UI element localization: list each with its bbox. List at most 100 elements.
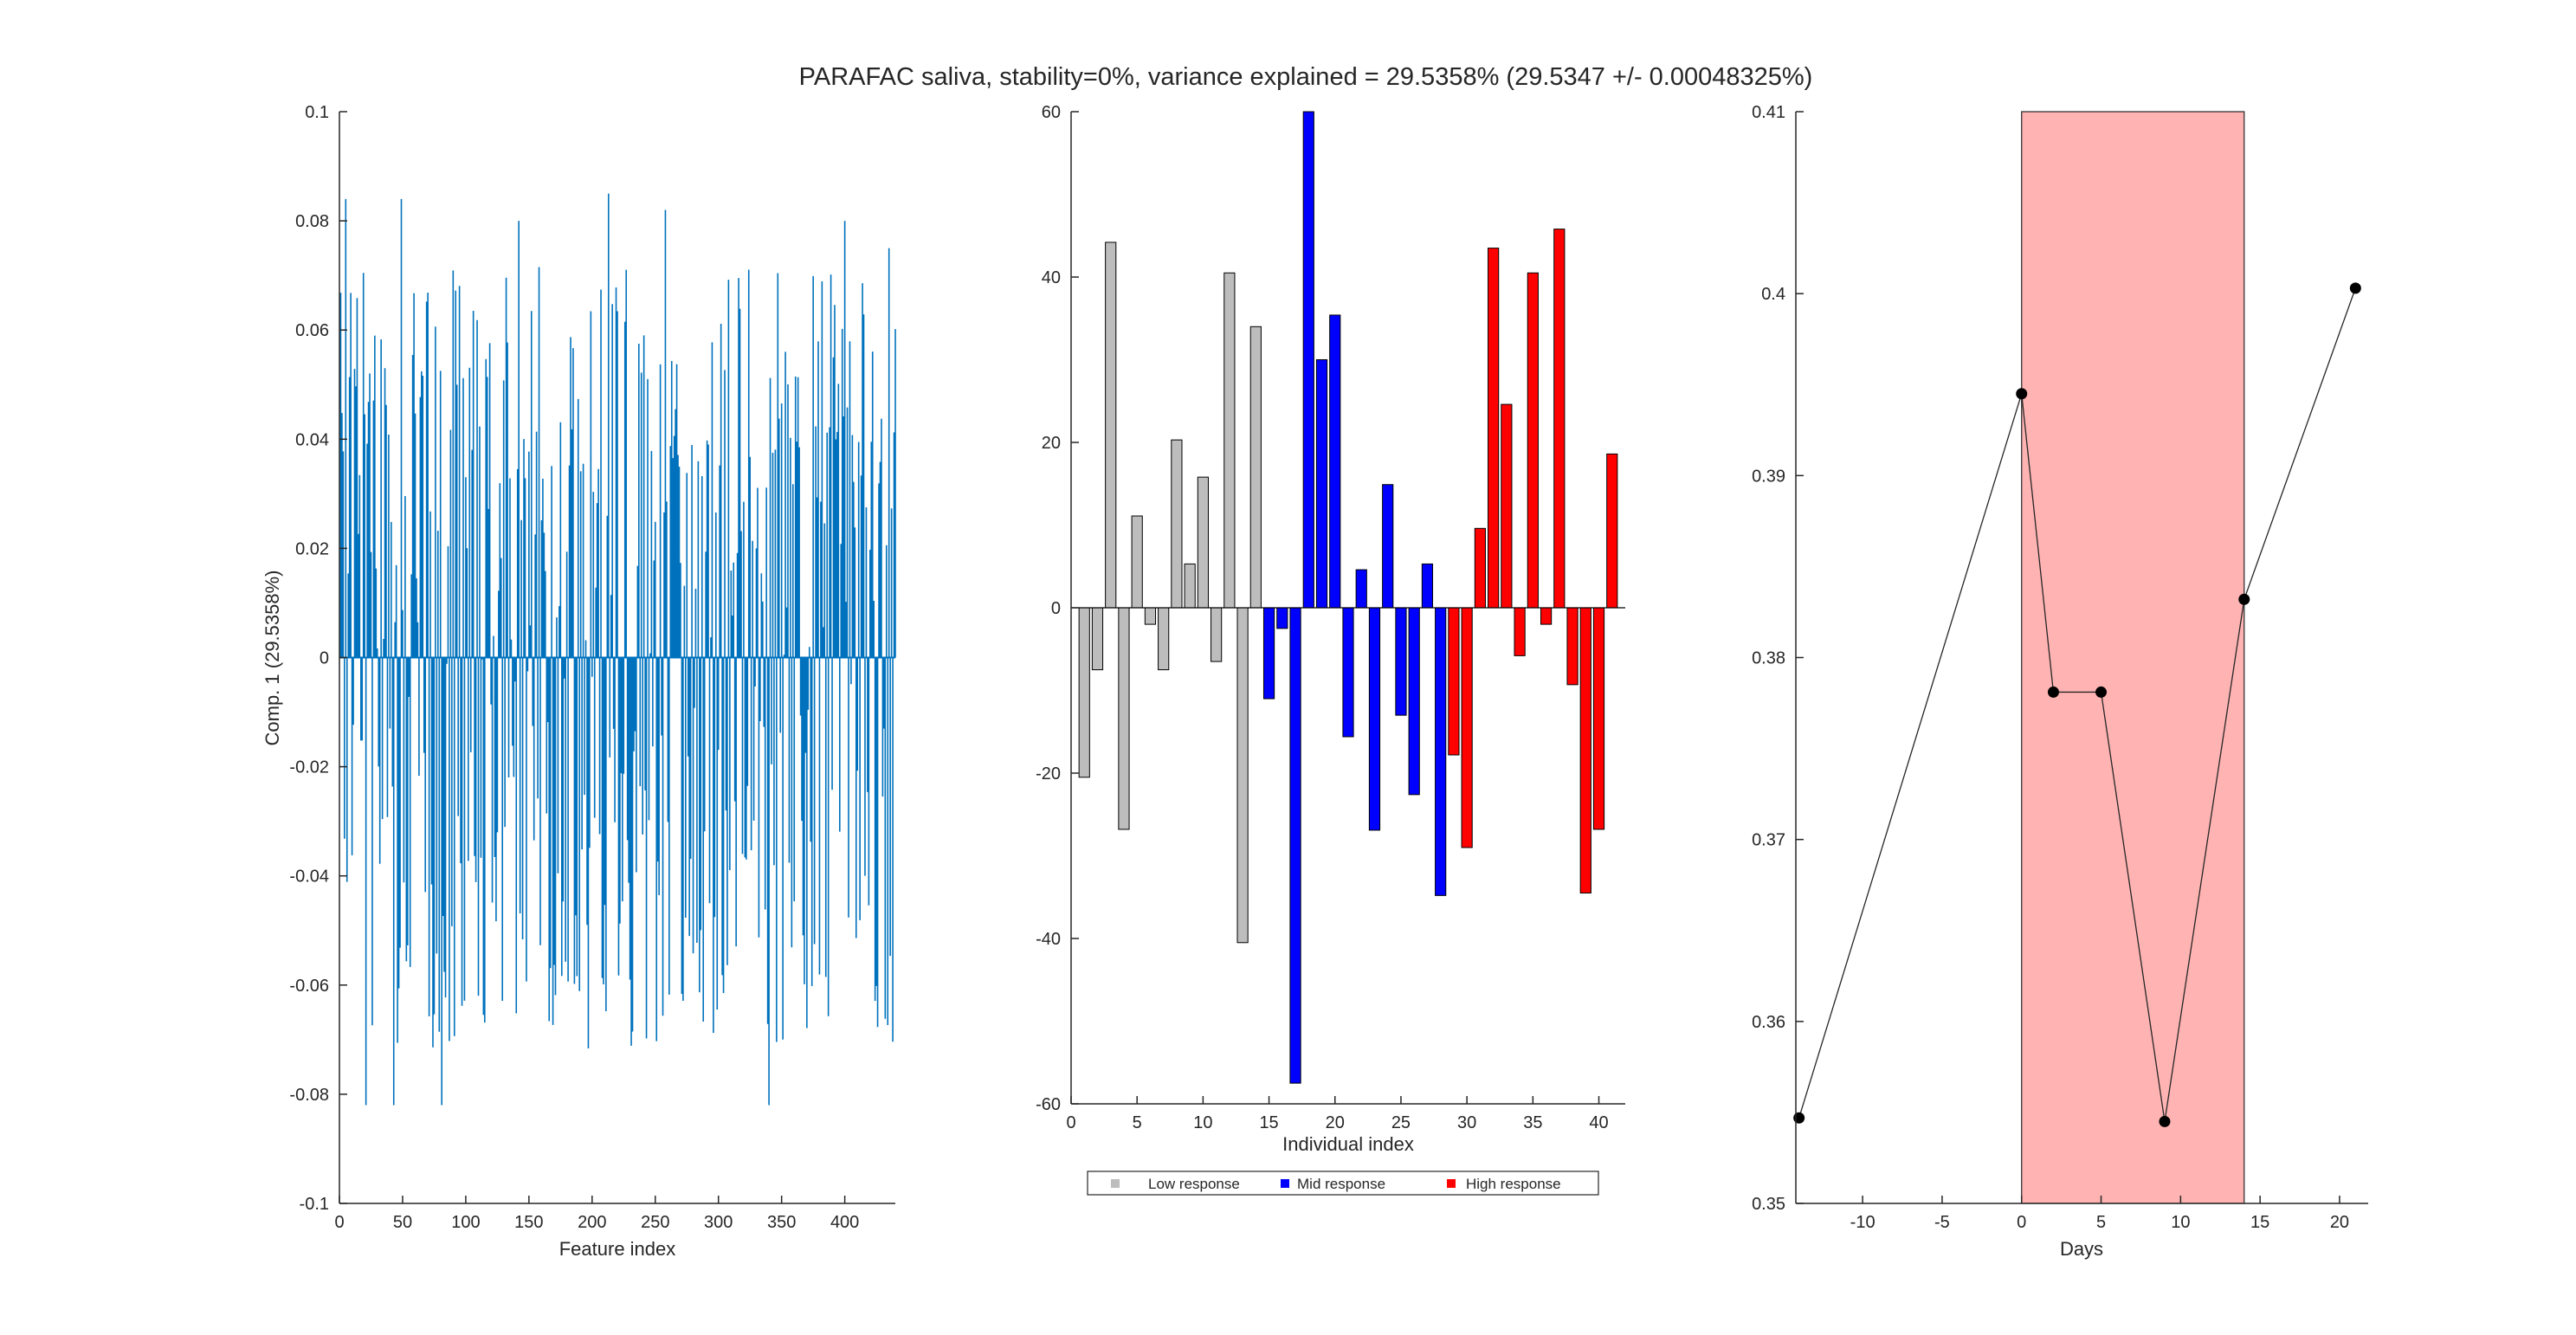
p2-ytick-label: 40 [1042, 268, 1061, 287]
score-bar [1355, 569, 1367, 609]
score-bar [1144, 607, 1157, 625]
time-profile-panel: -10 -5 0 5 10 15 20 0.35 0.36 0.37 0.38 0.39 0.4 0.41 [1752, 103, 2368, 1232]
score-bar [1342, 607, 1354, 738]
p3-xtick-label: -10 [1850, 1213, 1876, 1232]
treatment-period-shading [2021, 111, 2245, 1204]
p1-xtick-label: 100 [451, 1213, 480, 1232]
score-bar [1566, 607, 1579, 686]
legend-swatch [1281, 1179, 1289, 1188]
individual-scores-panel: 0 5 10 15 20 25 30 35 40 -60 -40 -20 0 20 40 60 Low resp… [1036, 103, 1625, 1196]
score-bar [1211, 607, 1223, 662]
score-bar [1289, 607, 1301, 1084]
time-profile-point [2238, 593, 2250, 605]
score-bar [1514, 607, 1526, 656]
p1-ytick-label: -0.1 [300, 1195, 329, 1214]
time-profile-point [2095, 686, 2108, 698]
p1-xtick-label: 50 [393, 1213, 412, 1232]
time-profile-point [2047, 686, 2059, 698]
time-profile-point [2349, 282, 2361, 294]
p2-ytick-label: 20 [1042, 434, 1061, 453]
score-bar [1091, 607, 1104, 671]
time-profile-point [1793, 1112, 1805, 1124]
score-bar [1606, 453, 1618, 609]
p2-xlabel: Individual index [1282, 1133, 1414, 1155]
legend-swatch [1447, 1179, 1456, 1188]
p1-xtick-label: 150 [514, 1213, 543, 1232]
score-bar [1276, 607, 1288, 629]
p3-xlabel: Days [2060, 1238, 2103, 1260]
p3-xtick-label: 5 [2096, 1213, 2106, 1232]
p1-ytick-label: 0.02 [295, 539, 329, 558]
score-bar [1315, 359, 1328, 609]
p1-xtick-label: 250 [641, 1213, 669, 1232]
p2-xtick-label: 15 [1259, 1113, 1278, 1132]
p1-ylabel: Comp. 1 (29.5358%) [261, 571, 283, 746]
p3-xtick-label: -5 [1934, 1213, 1950, 1232]
score-bar [1395, 607, 1407, 716]
p1-ytick-label: 0.1 [305, 103, 329, 122]
score-bar [1553, 229, 1566, 609]
legend-label: High response [1466, 1176, 1561, 1192]
p1-xtick-label: 0 [334, 1213, 344, 1232]
legend-label: Low response [1148, 1176, 1240, 1192]
score-bar [1421, 563, 1434, 609]
score-bar [1158, 607, 1170, 671]
figure-title: PARAFAC saliva, stability=0%, variance e… [799, 63, 1813, 91]
score-bar [1105, 242, 1117, 609]
score-legend: Low response Mid response High response [1087, 1171, 1599, 1196]
p1-xtick-label: 200 [578, 1213, 606, 1232]
p2-xtick-label: 5 [1133, 1113, 1142, 1132]
score-bar [1448, 607, 1460, 756]
score-bar [1118, 607, 1130, 830]
score-bar [1368, 607, 1381, 831]
p2-xtick-label: 20 [1326, 1113, 1345, 1132]
p3-xtick-label: 10 [2171, 1213, 2190, 1232]
p3-xtick-label: 15 [2250, 1213, 2269, 1232]
score-bar [1579, 607, 1591, 893]
p2-ytick-label: 0 [1051, 599, 1061, 618]
score-bar [1184, 563, 1196, 609]
score-bar [1435, 607, 1447, 896]
p3-ytick-label: 0.37 [1752, 831, 1785, 850]
score-bar [1223, 272, 1236, 609]
p1-ytick-label: -0.08 [289, 1086, 329, 1105]
score-bar [1527, 272, 1539, 609]
score-bar [1236, 607, 1249, 944]
p1-ytick-label: -0.06 [289, 977, 329, 996]
p1-xtick-label: 300 [704, 1213, 733, 1232]
score-bar [1131, 515, 1143, 609]
legend-box [1087, 1171, 1599, 1196]
score-bar [1488, 248, 1500, 609]
score-bar [1249, 326, 1262, 609]
p2-xtick-label: 30 [1457, 1113, 1476, 1132]
feature-loadings-panel: 0 50 100 150 200 250 300 350 400 -0.1 -0.08 -0.06 -0… [289, 103, 896, 1232]
p2-ytick-label: 60 [1042, 103, 1061, 122]
score-bar [1474, 527, 1486, 609]
p2-ytick-label: -20 [1036, 764, 1061, 784]
p3-ytick-label: 0.36 [1752, 1013, 1785, 1032]
time-profile-point [2016, 388, 2028, 400]
score-bar [1171, 439, 1183, 609]
score-bar [1197, 476, 1209, 609]
p2-xtick-label: 40 [1589, 1113, 1608, 1132]
p2-xtick-label: 10 [1193, 1113, 1212, 1132]
legend-swatch [1111, 1179, 1120, 1188]
score-bar [1461, 607, 1473, 848]
p1-ytick-label: 0.08 [295, 212, 329, 231]
time-profile-point [2159, 1115, 2171, 1127]
score-bar [1501, 403, 1513, 609]
p2-xtick-label: 25 [1391, 1113, 1411, 1132]
p1-xtick-label: 400 [830, 1213, 859, 1232]
p1-xlabel: Feature index [559, 1238, 676, 1260]
p1-ytick-label: -0.04 [289, 867, 329, 887]
score-bar [1592, 607, 1605, 830]
p1-ytick-label: 0.06 [295, 321, 329, 340]
p2-xtick-label: 35 [1523, 1113, 1542, 1132]
p3-ytick-label: 0.39 [1752, 467, 1785, 486]
score-bar [1540, 607, 1553, 625]
p3-ytick-label: 0.4 [1761, 285, 1785, 304]
p3-ytick-label: 0.41 [1752, 103, 1785, 122]
score-bar [1329, 314, 1341, 609]
score-bar [1262, 607, 1275, 700]
p1-xtick-label: 350 [767, 1213, 796, 1232]
